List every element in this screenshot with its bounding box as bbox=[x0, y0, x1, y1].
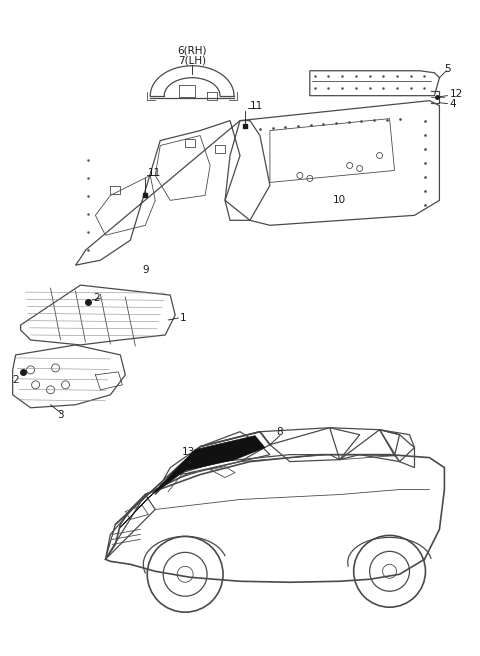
Text: 12: 12 bbox=[449, 89, 463, 98]
Text: 9: 9 bbox=[142, 265, 149, 275]
Text: 11: 11 bbox=[250, 100, 263, 111]
Text: 4: 4 bbox=[449, 98, 456, 109]
Text: 3: 3 bbox=[57, 410, 64, 420]
Text: 11: 11 bbox=[148, 169, 161, 178]
Text: 7(LH): 7(LH) bbox=[178, 56, 206, 66]
Text: 8: 8 bbox=[276, 426, 283, 437]
Text: 10: 10 bbox=[333, 195, 346, 205]
Text: 6(RH): 6(RH) bbox=[178, 46, 207, 56]
Polygon shape bbox=[120, 436, 265, 527]
Text: 13: 13 bbox=[182, 447, 195, 457]
Text: 5: 5 bbox=[444, 64, 451, 73]
Text: 1: 1 bbox=[180, 313, 187, 323]
Text: 2: 2 bbox=[94, 293, 100, 303]
Text: 2: 2 bbox=[12, 375, 19, 385]
